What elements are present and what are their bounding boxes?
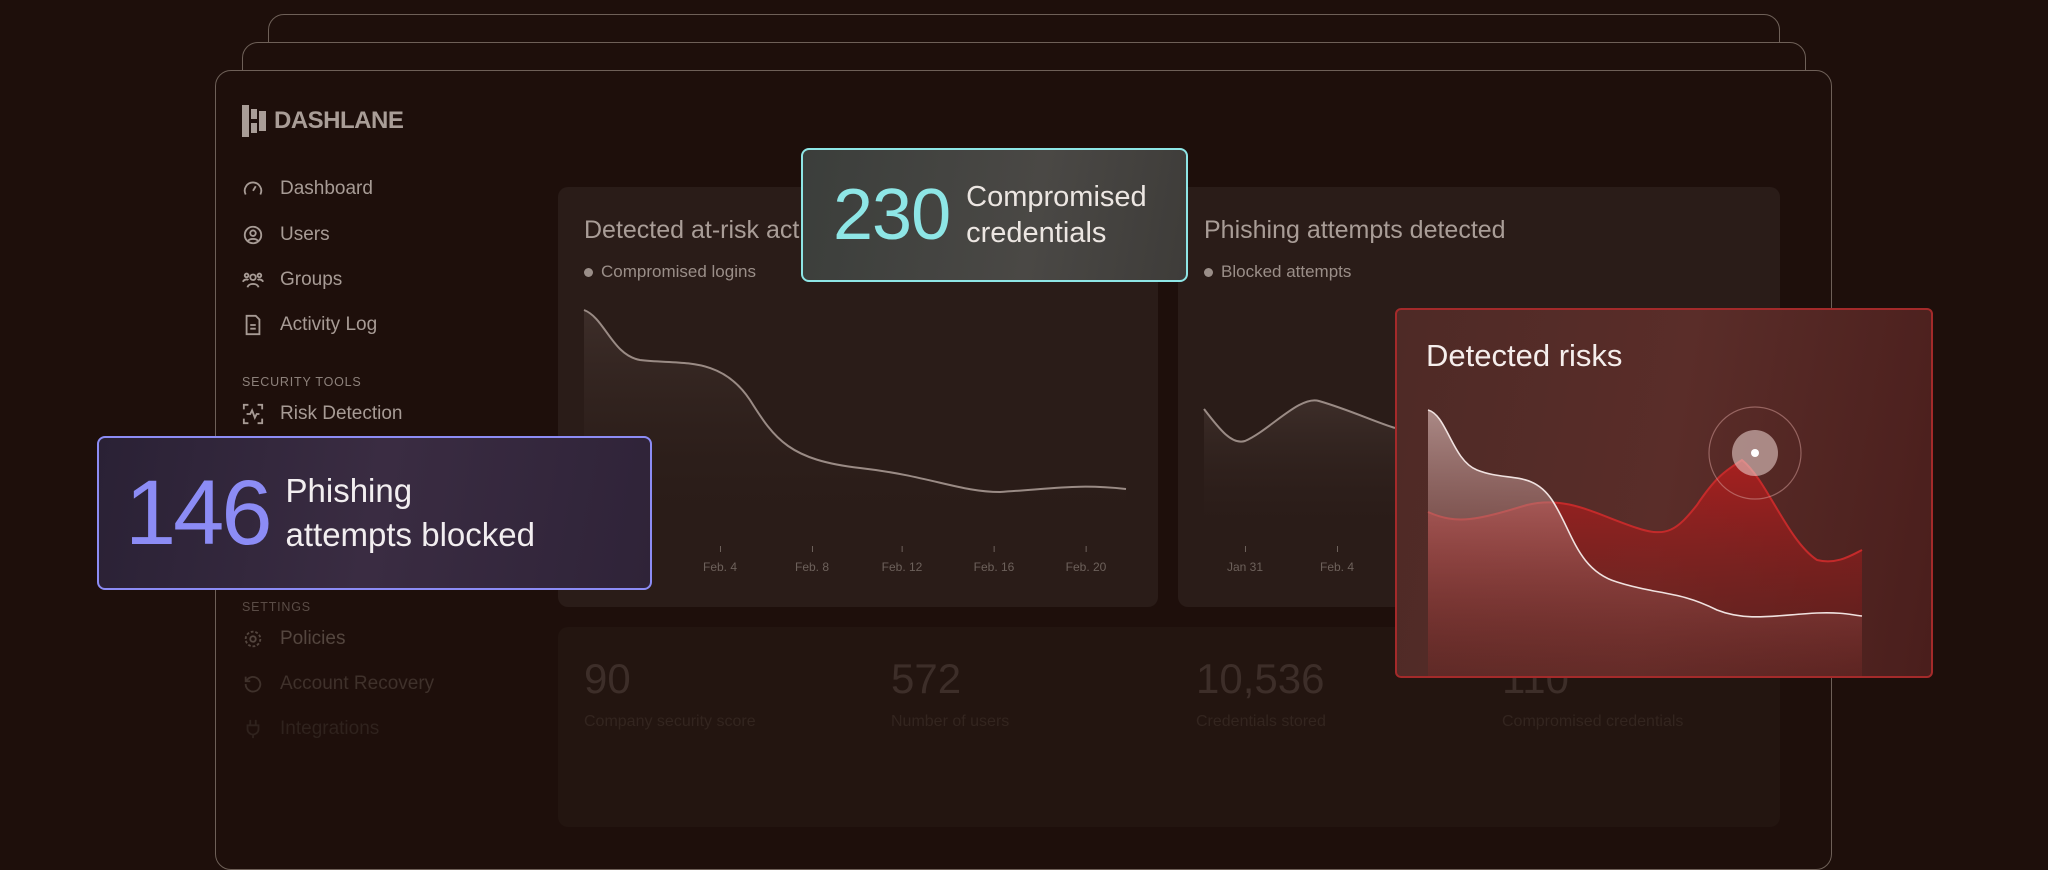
callout-line: Phishing xyxy=(285,472,413,509)
callout-value: 146 xyxy=(125,461,272,564)
risk-line-area xyxy=(584,310,1126,540)
x-tick: Jan 31 xyxy=(1227,546,1263,574)
legend-dot xyxy=(1204,267,1213,277)
nav-label: Activity Log xyxy=(280,314,378,335)
phishing-chart-legend: Blocked attempts xyxy=(1204,262,1351,282)
legend-dot xyxy=(584,267,593,277)
x-tick: Feb. 12 xyxy=(882,546,923,574)
security-tools-heading: SECURITY TOOLS xyxy=(242,375,362,389)
nav-label: Groups xyxy=(280,269,343,290)
nav-label: Users xyxy=(280,224,330,245)
nav-label: Risk Detection xyxy=(280,403,403,424)
stat-label: Compromised credentials xyxy=(1502,713,1684,730)
group-icon xyxy=(242,272,264,288)
nav-label: Policies xyxy=(280,628,346,649)
target-ring-icon xyxy=(1708,406,1802,500)
sidebar-item-account-recovery[interactable]: Account Recovery xyxy=(242,673,434,695)
brand-name: DASHLANE xyxy=(274,107,404,134)
gauge-icon xyxy=(243,181,263,195)
callout-line: Compromised xyxy=(966,181,1147,213)
stat-security-score: 90 Company security score xyxy=(584,655,756,731)
target-dot-icon xyxy=(1751,449,1759,457)
stat-label: Number of users xyxy=(891,713,1010,730)
chart-lines xyxy=(583,309,1396,540)
x-tick: Feb. 4 xyxy=(703,546,737,574)
sidebar-item-risk-detection[interactable]: Risk Detection xyxy=(242,403,403,425)
dashlane-logo-icon xyxy=(242,105,266,137)
callout-value: 230 xyxy=(833,175,951,255)
plug-icon xyxy=(246,719,260,739)
stat-value: 572 xyxy=(891,655,962,702)
white-series-line xyxy=(1427,409,1863,618)
callout-line: attempts blocked xyxy=(285,516,535,553)
user-circle-icon xyxy=(243,225,263,245)
gear-icon xyxy=(244,630,262,648)
stat-label: Credentials stored xyxy=(1196,713,1326,730)
detected-risks-chart xyxy=(1427,406,1863,676)
stat-value: 10,536 xyxy=(1196,655,1325,702)
sidebar-item-dashboard[interactable]: Dashboard xyxy=(242,178,373,200)
x-tick: Feb. 4 xyxy=(1320,546,1354,574)
callout-label: Compromised credentials xyxy=(966,179,1147,251)
logo: DASHLANE xyxy=(242,105,404,137)
risk-line xyxy=(583,309,1127,494)
scan-pulse-icon xyxy=(242,403,264,425)
callout-label: Phishing attempts blocked xyxy=(286,469,535,557)
x-tick: Feb. 16 xyxy=(974,546,1015,574)
stat-compromised: 110 Compromised credentials xyxy=(1502,655,1683,731)
stat-value: 90 xyxy=(584,655,631,702)
stat-credentials: 10,536 Credentials stored xyxy=(1196,655,1326,731)
nav-label: Integrations xyxy=(280,718,380,739)
sidebar-item-groups[interactable]: Groups xyxy=(242,269,342,291)
stat-users: 572 Number of users xyxy=(891,655,1009,731)
white-series-area xyxy=(1428,410,1862,676)
legend-label: Compromised logins xyxy=(601,262,756,281)
callout-line: credentials xyxy=(966,217,1107,249)
compromised-callout: 230 Compromised credentials xyxy=(801,148,1188,282)
sidebar-item-policies[interactable]: Policies xyxy=(242,628,345,650)
phishing-callout: 146 Phishing attempts blocked xyxy=(97,436,652,590)
legend-label: Blocked attempts xyxy=(1221,262,1352,281)
phishing-line-area xyxy=(1204,400,1395,540)
risk-chart-title: Detected at-risk activity xyxy=(584,216,843,244)
x-tick: Feb. 8 xyxy=(795,546,829,574)
phishing-chart-title: Phishing attempts detected xyxy=(1204,216,1506,244)
nav-label: Account Recovery xyxy=(280,673,435,694)
detected-risks-card: Detected risks xyxy=(1395,308,1933,678)
detected-risks-title: Detected risks xyxy=(1426,338,1623,373)
sidebar-item-integrations[interactable]: Integrations xyxy=(242,718,379,740)
phishing-line xyxy=(1203,399,1396,443)
nav-label: Dashboard xyxy=(280,178,373,199)
x-tick: Feb. 20 xyxy=(1066,546,1107,574)
risk-chart-legend: Compromised logins xyxy=(584,262,756,282)
recovery-icon xyxy=(244,675,262,693)
sidebar-item-users[interactable]: Users xyxy=(242,224,330,246)
stat-label: Company security score xyxy=(584,713,756,730)
document-icon xyxy=(245,314,261,336)
sidebar-item-activity-log[interactable]: Activity Log xyxy=(242,314,377,336)
settings-heading: SETTINGS xyxy=(242,600,311,614)
